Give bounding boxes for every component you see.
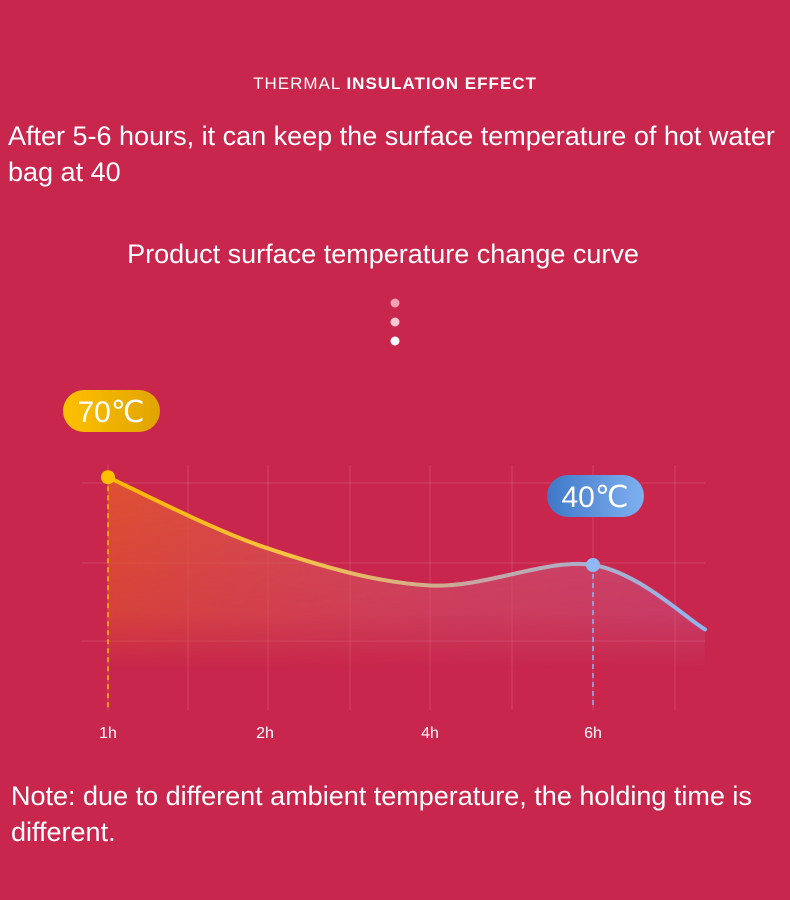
line [106, 475, 707, 632]
area [108, 477, 705, 670]
section-header: THERMAL INSULATION EFFECT [0, 74, 790, 94]
headline: After 5-6 hours, it can keep the surface… [8, 121, 775, 187]
chart: Product surface temperature change curve… [63, 239, 707, 742]
x-tick-label: 2h [256, 725, 274, 742]
decor-dot [390, 298, 400, 308]
x-tick-label: 4h [421, 725, 439, 742]
badge [63, 390, 160, 432]
x-tick-label: 1h [99, 725, 117, 742]
header-light: THERMAL [253, 74, 341, 93]
data-label: 40℃ [561, 481, 628, 514]
point [101, 470, 115, 485]
header-bold: INSULATION EFFECT [346, 74, 537, 93]
badge [547, 475, 644, 517]
decor-dot [390, 317, 400, 327]
note: Note: due to different ambient temperatu… [11, 781, 752, 847]
plot: 1h 2h 4h 6h 70℃ 40℃ [63, 390, 707, 742]
chart-title: Product surface temperature change curve [127, 239, 639, 269]
x-tick-label: 6h [584, 725, 602, 742]
data-label: 70℃ [77, 396, 144, 429]
decor-dot [390, 336, 400, 346]
point [586, 558, 600, 572]
